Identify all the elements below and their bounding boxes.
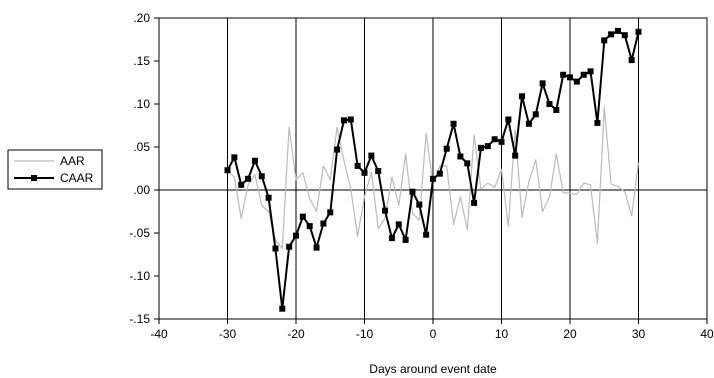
data-point-caar — [327, 209, 334, 216]
data-point-caar — [519, 93, 526, 100]
x-tick-label: 0 — [430, 327, 437, 341]
data-point-caar — [361, 169, 368, 176]
data-point-caar — [299, 213, 306, 220]
data-point-caar — [388, 235, 395, 242]
data-point-caar — [258, 173, 265, 180]
data-point-caar — [464, 160, 471, 167]
y-tick-label: .05 — [133, 140, 150, 154]
data-point-caar — [395, 221, 402, 228]
data-point-caar — [532, 111, 539, 118]
legend-marker-caar — [31, 175, 37, 181]
data-point-caar — [567, 74, 573, 81]
data-point-caar — [272, 245, 279, 252]
legend-label-aar: AAR — [60, 154, 85, 168]
data-point-caar — [293, 232, 299, 239]
data-point-caar — [608, 31, 615, 38]
data-point-caar — [491, 136, 498, 143]
data-point-caar — [224, 167, 231, 174]
data-point-caar — [443, 145, 450, 152]
x-tick-label: 30 — [632, 327, 646, 341]
data-point-caar — [231, 154, 238, 161]
data-point-caar — [450, 120, 457, 127]
data-point-caar — [498, 138, 505, 145]
data-point-caar — [457, 153, 464, 160]
x-tick-label: -30 — [219, 327, 237, 341]
data-point-caar — [436, 170, 443, 177]
y-tick-label: -.10 — [129, 269, 150, 283]
legend-box — [7, 149, 103, 190]
data-point-caar — [614, 27, 621, 34]
legend: AAR CAAR — [7, 149, 103, 190]
x-tick-label: -10 — [356, 327, 374, 341]
data-point-caar — [347, 116, 354, 123]
y-tick-label: -.05 — [129, 226, 150, 240]
y-tick-label: .10 — [133, 97, 150, 111]
x-tick-label: 10 — [495, 327, 509, 341]
data-point-caar — [484, 143, 491, 150]
data-point-caar — [628, 57, 635, 64]
data-point-caar — [560, 71, 567, 78]
y-tick-label: .20 — [133, 11, 150, 25]
data-point-caar — [402, 236, 409, 243]
data-point-caar — [505, 116, 512, 123]
data-point-caar — [382, 207, 389, 214]
data-point-caar — [512, 152, 519, 159]
data-point-caar — [430, 175, 436, 182]
data-point-caar — [635, 28, 642, 35]
x-tick-label: -20 — [287, 327, 305, 341]
data-point-caar — [251, 157, 258, 164]
legend-label-caar: CAAR — [60, 171, 94, 185]
axis-ticks: -.15 -.10 -.05 .00 .05 .10 .15 .20 -40 -30 -20 -10 0… — [129, 11, 714, 341]
y-tick-label: .00 — [133, 183, 150, 197]
data-point-caar — [539, 80, 546, 87]
data-point-caar — [601, 37, 608, 44]
data-point-caar — [621, 32, 628, 39]
data-point-caar — [587, 68, 594, 75]
data-point-caar — [471, 199, 478, 206]
x-tick-label: -40 — [150, 327, 168, 341]
data-point-caar — [245, 175, 252, 182]
y-tick-label: .15 — [133, 54, 150, 68]
data-point-caar — [525, 120, 532, 127]
data-point-caar — [416, 201, 423, 208]
x-axis-title: Days around event date — [369, 362, 497, 376]
data-point-caar — [313, 244, 320, 251]
y-tick-label: -.15 — [129, 312, 150, 326]
data-point-caar — [553, 107, 560, 114]
x-tick-label: 40 — [700, 327, 714, 341]
x-tick-label: 20 — [563, 327, 577, 341]
data-point-caar — [265, 194, 272, 201]
data-point-caar — [580, 71, 587, 78]
data-point-caar — [423, 231, 430, 238]
data-point-caar — [320, 220, 327, 227]
data-point-caar — [340, 117, 347, 124]
data-point-caar — [375, 168, 382, 175]
data-point-caar — [594, 119, 601, 126]
gridlines — [159, 18, 707, 319]
data-point-caar — [354, 162, 361, 169]
data-point-caar — [306, 223, 313, 230]
series-layer — [224, 27, 642, 312]
data-point-caar — [409, 188, 416, 195]
data-point-caar — [286, 243, 293, 250]
data-point-caar — [279, 305, 286, 312]
data-point-caar — [238, 181, 245, 188]
data-point-caar — [573, 78, 580, 85]
data-point-caar — [546, 101, 553, 107]
data-point-caar — [334, 146, 341, 153]
data-point-caar — [368, 152, 375, 159]
data-point-caar — [477, 144, 484, 151]
